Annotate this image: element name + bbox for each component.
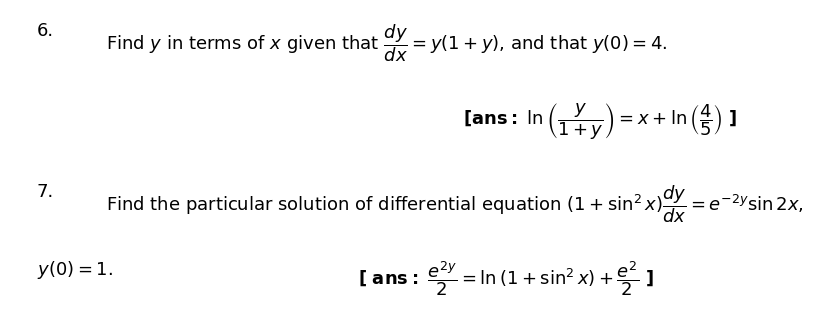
Text: $\mathbf{[}$ $\mathbf{ans:}$ $\dfrac{e^{2y}}{2} = \ln\left(1+\sin^2 x\right)+\df: $\mathbf{[}$ $\mathbf{ans:}$ $\dfrac{e^{… — [358, 259, 654, 298]
Text: Find the particular solution of differential equation $\left(1+\sin^2 x\right)\d: Find the particular solution of differen… — [106, 183, 803, 225]
Text: Find $y$ in terms of $x$ given that $\dfrac{dy}{dx} = y(1+y)$, and that $y(0) = : Find $y$ in terms of $x$ given that $\df… — [106, 22, 667, 64]
Text: 7.: 7. — [37, 183, 54, 201]
Text: $\mathbf{[ans:}$ $\ln\left(\dfrac{y}{1+y}\right) = x + \ln\left(\dfrac{4}{5}\rig: $\mathbf{[ans:}$ $\ln\left(\dfrac{y}{1+y… — [463, 101, 737, 142]
Text: $y(0) = 1$.: $y(0) = 1$. — [37, 259, 112, 281]
Text: 6.: 6. — [37, 22, 54, 40]
